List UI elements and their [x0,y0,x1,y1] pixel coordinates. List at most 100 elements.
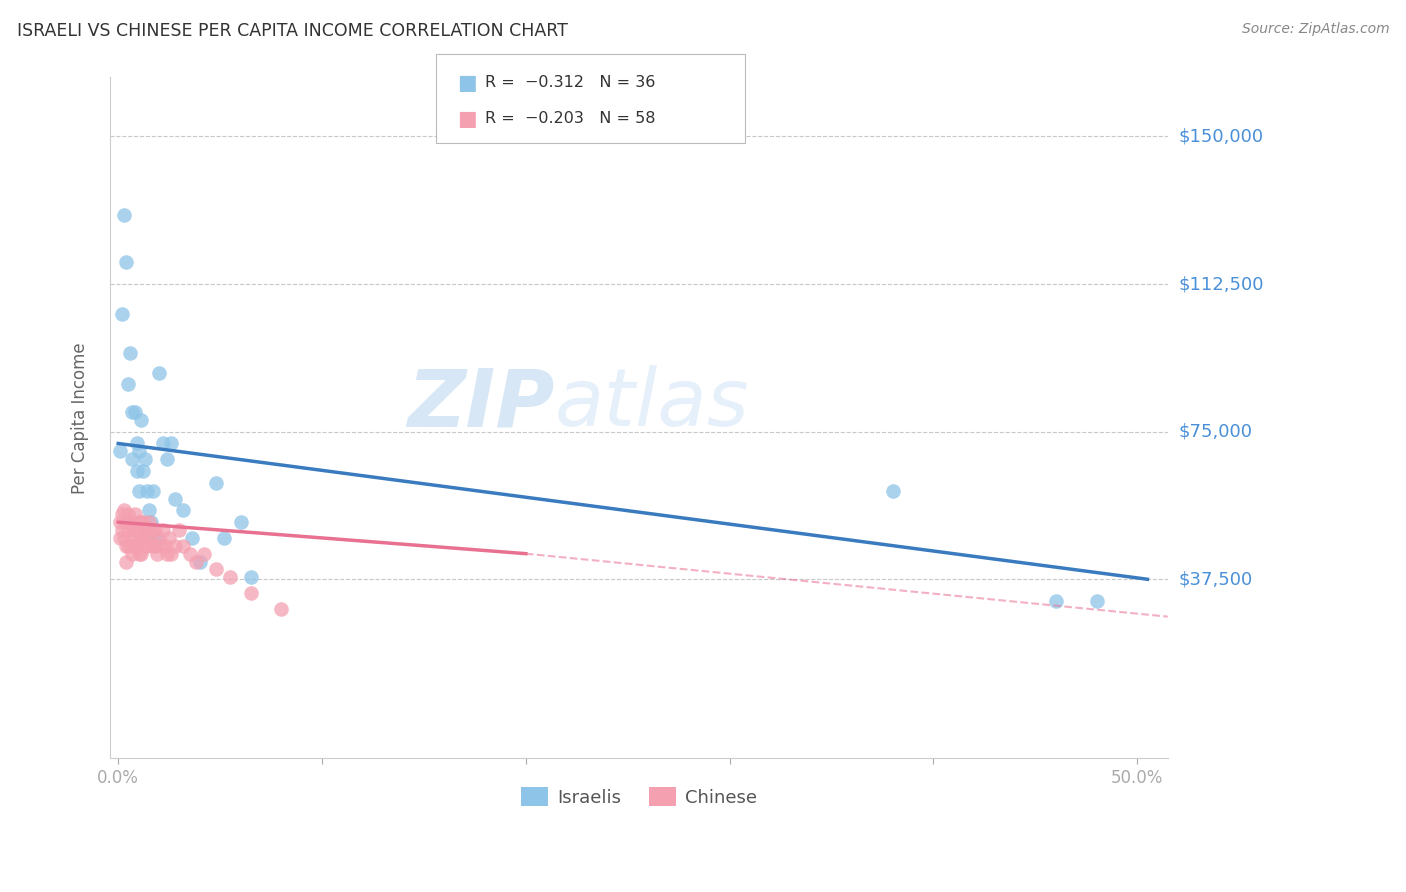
Point [128,444,150,458]
Point [160,547,183,561]
Point [148,366,170,380]
Point [115,555,138,569]
Point [128,515,150,529]
Point [111,523,134,537]
Point [239,570,262,584]
Point [138,503,160,517]
Point [143,531,166,545]
Point [169,523,191,537]
Point [131,515,153,529]
Point [128,547,150,561]
Point [129,547,152,561]
Point [134,452,156,467]
Point [1045,594,1067,608]
Point [128,531,150,545]
Point [129,413,152,427]
Point [165,539,187,553]
Point [112,208,135,222]
Point [124,405,146,419]
Point [125,464,148,478]
Point [156,547,179,561]
Text: $150,000: $150,000 [1180,128,1264,145]
Point [125,539,148,553]
Point [172,503,194,517]
Point [229,515,252,529]
Text: R =  −0.203   N = 58: R = −0.203 N = 58 [485,112,655,126]
Point [152,523,174,537]
Point [148,531,170,545]
Point [153,539,176,553]
Point [1085,594,1108,608]
Point [112,531,135,545]
Point [157,531,180,545]
Point [128,483,150,498]
Point [110,531,132,545]
Point [146,547,169,561]
Point [142,483,165,498]
Text: ISRAELI VS CHINESE PER CAPITA INCOME CORRELATION CHART: ISRAELI VS CHINESE PER CAPITA INCOME COR… [17,22,568,40]
Point [134,523,156,537]
Text: atlas: atlas [554,365,749,443]
Legend: Israelis, Chinese: Israelis, Chinese [515,780,763,814]
Point [156,452,179,467]
Point [143,523,166,537]
Point [165,491,187,506]
Point [112,503,135,517]
Text: Source: ZipAtlas.com: Source: ZipAtlas.com [1241,22,1389,37]
Text: ■: ■ [457,73,477,93]
Point [139,515,162,529]
Point [121,531,143,545]
Point [193,547,215,561]
Point [120,515,142,529]
Text: $112,500: $112,500 [1180,275,1264,293]
Point [115,255,138,269]
Point [125,523,148,537]
Point [120,346,142,360]
Point [110,444,132,458]
Point [172,539,194,553]
Point [125,436,148,450]
Point [143,539,166,553]
Point [121,515,143,529]
Point [131,531,153,545]
Point [270,601,292,615]
Point [124,523,146,537]
Text: R =  −0.312   N = 36: R = −0.312 N = 36 [485,76,655,90]
Point [219,570,242,584]
Point [188,555,211,569]
Text: ZIP: ZIP [406,365,554,443]
Point [111,508,134,522]
Point [111,307,134,321]
Point [180,531,202,545]
Point [160,436,183,450]
Y-axis label: Per Capita Income: Per Capita Income [72,342,89,493]
Point [179,547,201,561]
Point [121,547,143,561]
Text: ■: ■ [457,109,477,128]
Point [138,531,160,545]
Point [152,436,174,450]
Text: $37,500: $37,500 [1180,570,1253,588]
Point [882,483,904,498]
Point [131,464,153,478]
Point [239,586,262,600]
Point [117,539,139,553]
Point [184,555,207,569]
Point [212,531,235,545]
Point [142,539,165,553]
Point [124,508,146,522]
Point [121,452,143,467]
Point [110,515,132,529]
Point [120,539,142,553]
Point [129,515,152,529]
Point [115,539,138,553]
Point [117,523,139,537]
Point [115,515,138,529]
Point [124,539,146,553]
Point [117,508,139,522]
Point [139,523,162,537]
Point [205,475,228,490]
Point [135,483,157,498]
Point [134,539,156,553]
Point [205,562,228,576]
